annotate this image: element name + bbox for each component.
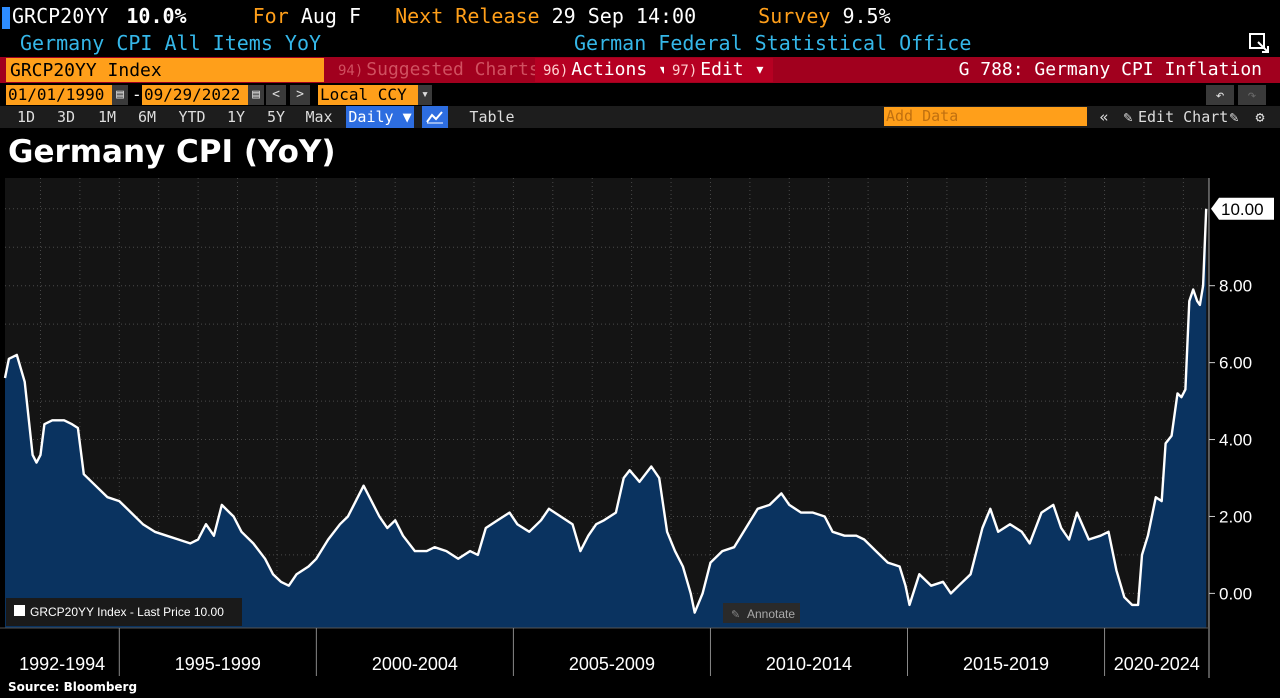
start-date-input[interactable]: 01/01/1990 (6, 85, 112, 105)
table-button[interactable]: Table (469, 108, 515, 126)
edit-settings-icon[interactable]: ✎ (1229, 108, 1239, 126)
security-input[interactable]: GRCP20YY Index (6, 58, 324, 82)
edit-menu[interactable]: 97) Edit ▾ (664, 58, 774, 82)
start-calendar-icon[interactable]: ▤ (112, 85, 128, 105)
suggested-charts-menu[interactable]: 94) Suggested Charts (330, 58, 548, 82)
prev-period-button[interactable]: < (266, 85, 286, 105)
suggested-charts-label: Suggested Charts (366, 59, 540, 80)
ticker[interactable]: GRCP20YY (12, 4, 109, 28)
range-1y-button[interactable]: 1Y (226, 108, 246, 126)
y-tick-label: 6.00 (1219, 354, 1252, 373)
for-value: Aug F (300, 4, 362, 28)
x-period-label: 2005-2009 (569, 654, 655, 674)
pencil-icon: ✎ (731, 608, 740, 621)
redo-icon[interactable]: ↷ (1238, 85, 1266, 105)
x-period-label: 2010-2014 (766, 654, 852, 674)
actions-menu[interactable]: 96) Actions ▾ (535, 58, 677, 82)
range-1d-button[interactable]: 1D (16, 108, 36, 126)
range-1m-button[interactable]: 1M (97, 108, 117, 126)
pencil-icon[interactable]: ✎ (1123, 108, 1133, 126)
y-tick-label: 4.00 (1219, 431, 1252, 450)
chart-title: Germany CPI (YoY) (8, 134, 336, 170)
x-period-label: 2000-2004 (372, 654, 458, 674)
x-period-label: 1992-1994 (19, 654, 105, 674)
annotate-label: Annotate (747, 607, 795, 621)
range-3d-button[interactable]: 3D (56, 108, 76, 126)
x-period-label: 2015-2019 (963, 654, 1049, 674)
next-release-label: Next Release (395, 4, 540, 28)
series-line (3, 208, 1208, 614)
survey-value: 9.5% (842, 4, 891, 28)
edit-number: 97) (672, 63, 698, 79)
legend-box (6, 598, 242, 626)
source-agency: German Federal Statistical Office (574, 31, 972, 55)
x-period-label: 1995-1999 (175, 654, 261, 674)
legend-label: GRCP20YY Index - Last Price 10.00 (30, 605, 224, 619)
legend: GRCP20YY Index - Last Price 10.00 (6, 598, 242, 626)
range-6m-button[interactable]: 6M (137, 108, 157, 126)
end-calendar-icon[interactable]: ▤ (248, 85, 264, 105)
undo-icon[interactable]: ↶ (1206, 85, 1234, 105)
next-period-button[interactable]: > (290, 85, 310, 105)
edit-label: Edit ▾ (700, 59, 766, 80)
annotate-button[interactable]: ✎ Annotate (723, 603, 800, 623)
gear-icon[interactable]: ⚙ (1255, 108, 1265, 126)
security-marker (2, 6, 10, 29)
y-axis: 0.00 2.00 4.00 6.00 8.00 (1208, 178, 1252, 678)
next-release-value: 29 Sep 14:00 (551, 4, 697, 28)
suggested-charts-number: 94) (338, 63, 364, 79)
legend-swatch (14, 605, 25, 616)
frequency-select[interactable]: Daily ▼ (346, 106, 414, 128)
y-tick-label: 2.00 (1219, 507, 1252, 526)
last-price-tag: 10.00 (1211, 197, 1274, 220)
command-bar: GRCP20YY Index 94) Suggested Charts 96) Ac… (0, 57, 1280, 83)
actions-label: Actions ▾ (571, 59, 669, 80)
page-title: G 788: Germany CPI Inflation (958, 59, 1262, 80)
actions-number: 96) (543, 63, 569, 79)
security-description-row: Germany CPI All Items YoY German Federal… (0, 30, 1280, 56)
currency-select[interactable]: Local CCY (318, 85, 418, 105)
export-icon[interactable] (1248, 32, 1270, 54)
end-date-input[interactable]: 09/29/2022 (142, 85, 248, 105)
range-ytd-button[interactable]: YTD (178, 108, 206, 126)
line-chart-icon[interactable] (422, 106, 448, 128)
date-separator: - (132, 85, 142, 104)
x-axis: 1992-1994 1995-1999 2000-2004 2005-2009 2010… (0, 627, 1209, 676)
security-description: Germany CPI All Items YoY (20, 31, 322, 55)
series-area (5, 208, 1207, 629)
y-tick-label: 0.00 (1219, 584, 1252, 603)
for-label: For (252, 4, 289, 28)
y-tick-label: 8.00 (1219, 277, 1252, 296)
last-price-label: 10.00 (1221, 200, 1264, 219)
range-max-button[interactable]: Max (305, 108, 333, 126)
collapse-icon[interactable]: « (1099, 108, 1109, 126)
source-note: Source: Bloomberg (8, 680, 138, 694)
currency-dropdown-icon[interactable]: ▾ (418, 85, 432, 105)
security-header: GRCP20YY 10.0% For Aug F Next Release 29… (0, 2, 891, 30)
last-value: 10.0% (126, 4, 187, 28)
x-period-label: 2020-2024 (1114, 654, 1200, 674)
edit-chart-button[interactable]: Edit Chart (1138, 108, 1229, 126)
add-data-input[interactable]: Add Data (884, 107, 1087, 126)
survey-label: Survey (758, 4, 831, 28)
date-range-row: 01/01/1990 ▤ - 09/29/2022 ▤ < > Local CC… (0, 84, 1280, 106)
chart-toolbar: 1D 3D 1M 6M YTD 1Y 5Y Max Daily ▼ Table … (0, 106, 1280, 128)
range-5y-button[interactable]: 5Y (266, 108, 286, 126)
